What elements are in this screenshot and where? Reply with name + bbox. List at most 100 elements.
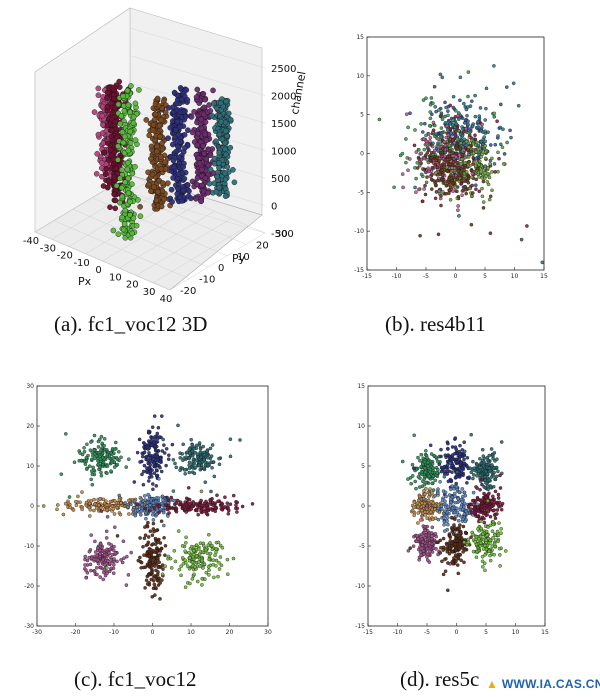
data-point: [151, 461, 156, 465]
data-point: [460, 193, 464, 197]
data-point: [400, 172, 405, 176]
data-point: [193, 450, 197, 455]
data-point: [138, 460, 142, 464]
data-point: [101, 577, 105, 582]
data-point: [161, 498, 165, 502]
x-tick-label: -20: [57, 251, 73, 262]
data-point: [392, 185, 396, 190]
data-point: [477, 163, 481, 167]
data-point: [429, 452, 434, 456]
data-point: [455, 137, 460, 141]
data-point: [146, 492, 150, 497]
data-point: [192, 465, 197, 470]
data-point: [493, 477, 498, 482]
x-tick-label: -20: [71, 629, 81, 636]
data-point: [213, 138, 219, 144]
data-point: [434, 190, 439, 194]
data-point: [431, 501, 436, 505]
data-point: [84, 575, 88, 580]
data-point: [437, 108, 441, 112]
data-point: [142, 463, 147, 468]
data-point: [102, 437, 107, 441]
data-point: [516, 103, 521, 108]
data-point: [151, 482, 155, 486]
data-point: [162, 523, 166, 528]
x-tick-label: 20: [226, 629, 234, 636]
data-point: [113, 551, 118, 555]
data-point: [175, 185, 181, 192]
data-point: [445, 519, 449, 523]
data-point: [466, 94, 470, 99]
data-point: [127, 140, 134, 146]
data-point: [130, 120, 137, 126]
data-point: [122, 133, 128, 140]
data-point: [475, 474, 479, 478]
data-point: [152, 505, 156, 510]
data-point: [148, 469, 153, 474]
data-point: [416, 455, 420, 460]
data-point: [488, 231, 493, 235]
data-point: [456, 166, 461, 170]
data-point: [127, 198, 133, 205]
grid-line: [129, 55, 266, 96]
data-point: [129, 550, 133, 555]
data-point: [188, 446, 192, 451]
data-point: [493, 170, 497, 174]
data-point: [188, 195, 194, 202]
data-point: [154, 528, 159, 533]
data-point: [462, 440, 466, 444]
data-point: [151, 527, 156, 531]
data-point: [223, 495, 227, 499]
y-tick-label: 10: [356, 73, 364, 80]
data-point: [482, 520, 487, 525]
data-point: [135, 502, 139, 506]
data-point: [404, 137, 408, 141]
data-point: [431, 474, 436, 478]
data-point: [443, 120, 448, 125]
data-point: [152, 101, 159, 107]
data-point: [442, 475, 447, 479]
data-point: [481, 463, 486, 468]
data-point: [433, 162, 437, 167]
data-point: [499, 142, 503, 147]
data-point: [117, 450, 121, 454]
data-point: [453, 517, 457, 521]
data-point: [419, 161, 423, 166]
data-point: [222, 170, 228, 177]
data-point: [466, 176, 471, 181]
data-point: [484, 495, 489, 500]
data-point: [446, 113, 450, 118]
data-point: [423, 492, 427, 496]
data-point: [68, 505, 73, 510]
zlabel-channel: channel: [288, 70, 308, 115]
data-point: [167, 511, 171, 515]
data-point: [211, 155, 218, 162]
data-point: [148, 143, 155, 150]
data-point: [154, 95, 161, 102]
data-point: [478, 457, 482, 461]
data-point: [151, 518, 156, 522]
data-point: [101, 497, 106, 502]
data-point: [133, 513, 138, 518]
data-point: [176, 423, 180, 428]
data-point: [207, 152, 214, 158]
data-point: [157, 510, 161, 515]
data-point: [447, 493, 452, 497]
data-point: [96, 546, 100, 550]
data-point: [449, 173, 453, 177]
data-point: [102, 570, 106, 575]
data-point: [197, 441, 202, 445]
data-point: [190, 577, 195, 581]
data-point: [208, 498, 212, 502]
data-point: [218, 555, 223, 559]
data-point: [439, 447, 443, 452]
data-point: [138, 536, 142, 540]
data-point: [490, 529, 495, 533]
data-point: [435, 540, 440, 545]
series-navy-column: [165, 85, 194, 205]
data-point: [149, 547, 153, 552]
data-point: [202, 504, 206, 508]
data-point: [422, 156, 426, 161]
data-point: [199, 455, 203, 460]
data-point: [223, 151, 229, 158]
